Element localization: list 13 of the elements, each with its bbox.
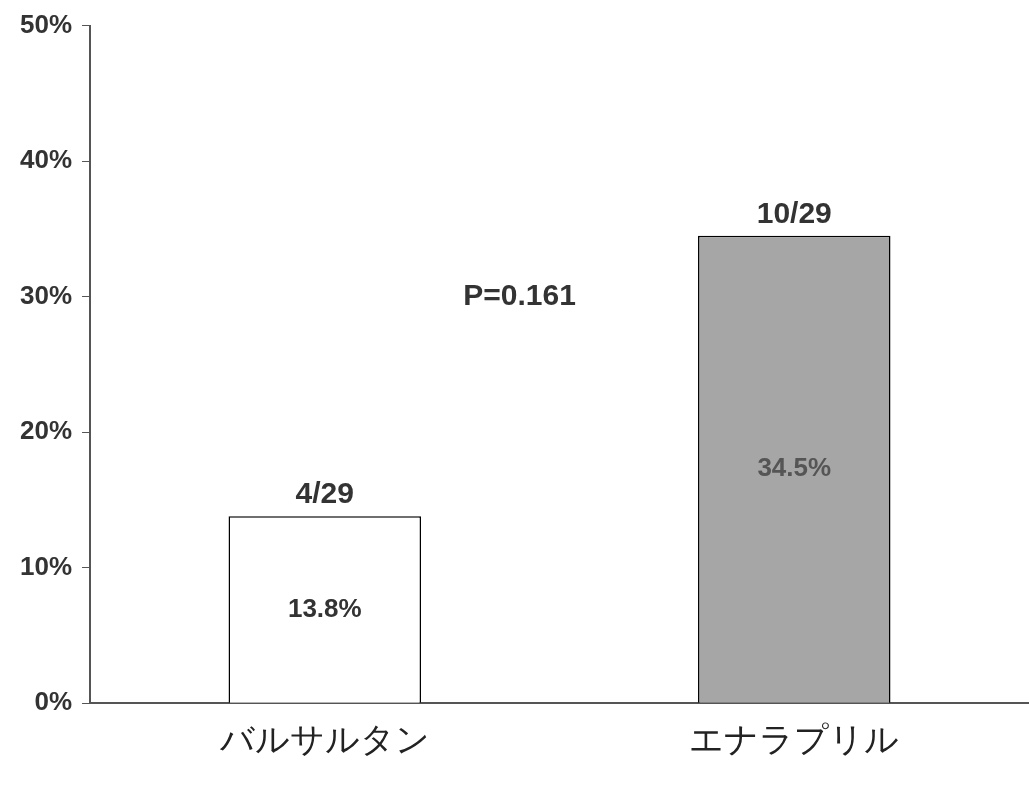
x-tick-label: エナラプリル xyxy=(689,719,900,758)
y-tick-label: 10% xyxy=(19,550,73,581)
y-tick-label: 50% xyxy=(19,8,73,39)
y-tick-label: 30% xyxy=(19,279,73,310)
data-label: 34.5% xyxy=(757,452,832,483)
x-tick-label: バルサルタン xyxy=(218,719,430,758)
y-tick-label: 20% xyxy=(19,415,73,446)
annotation: P=0.161 xyxy=(463,277,576,311)
annotation: 10/29 xyxy=(756,195,832,229)
y-tick-label: 0% xyxy=(34,686,73,717)
annotation: 4/29 xyxy=(295,476,354,510)
y-tick-label: 40% xyxy=(19,144,73,175)
data-label: 13.8% xyxy=(287,592,362,623)
